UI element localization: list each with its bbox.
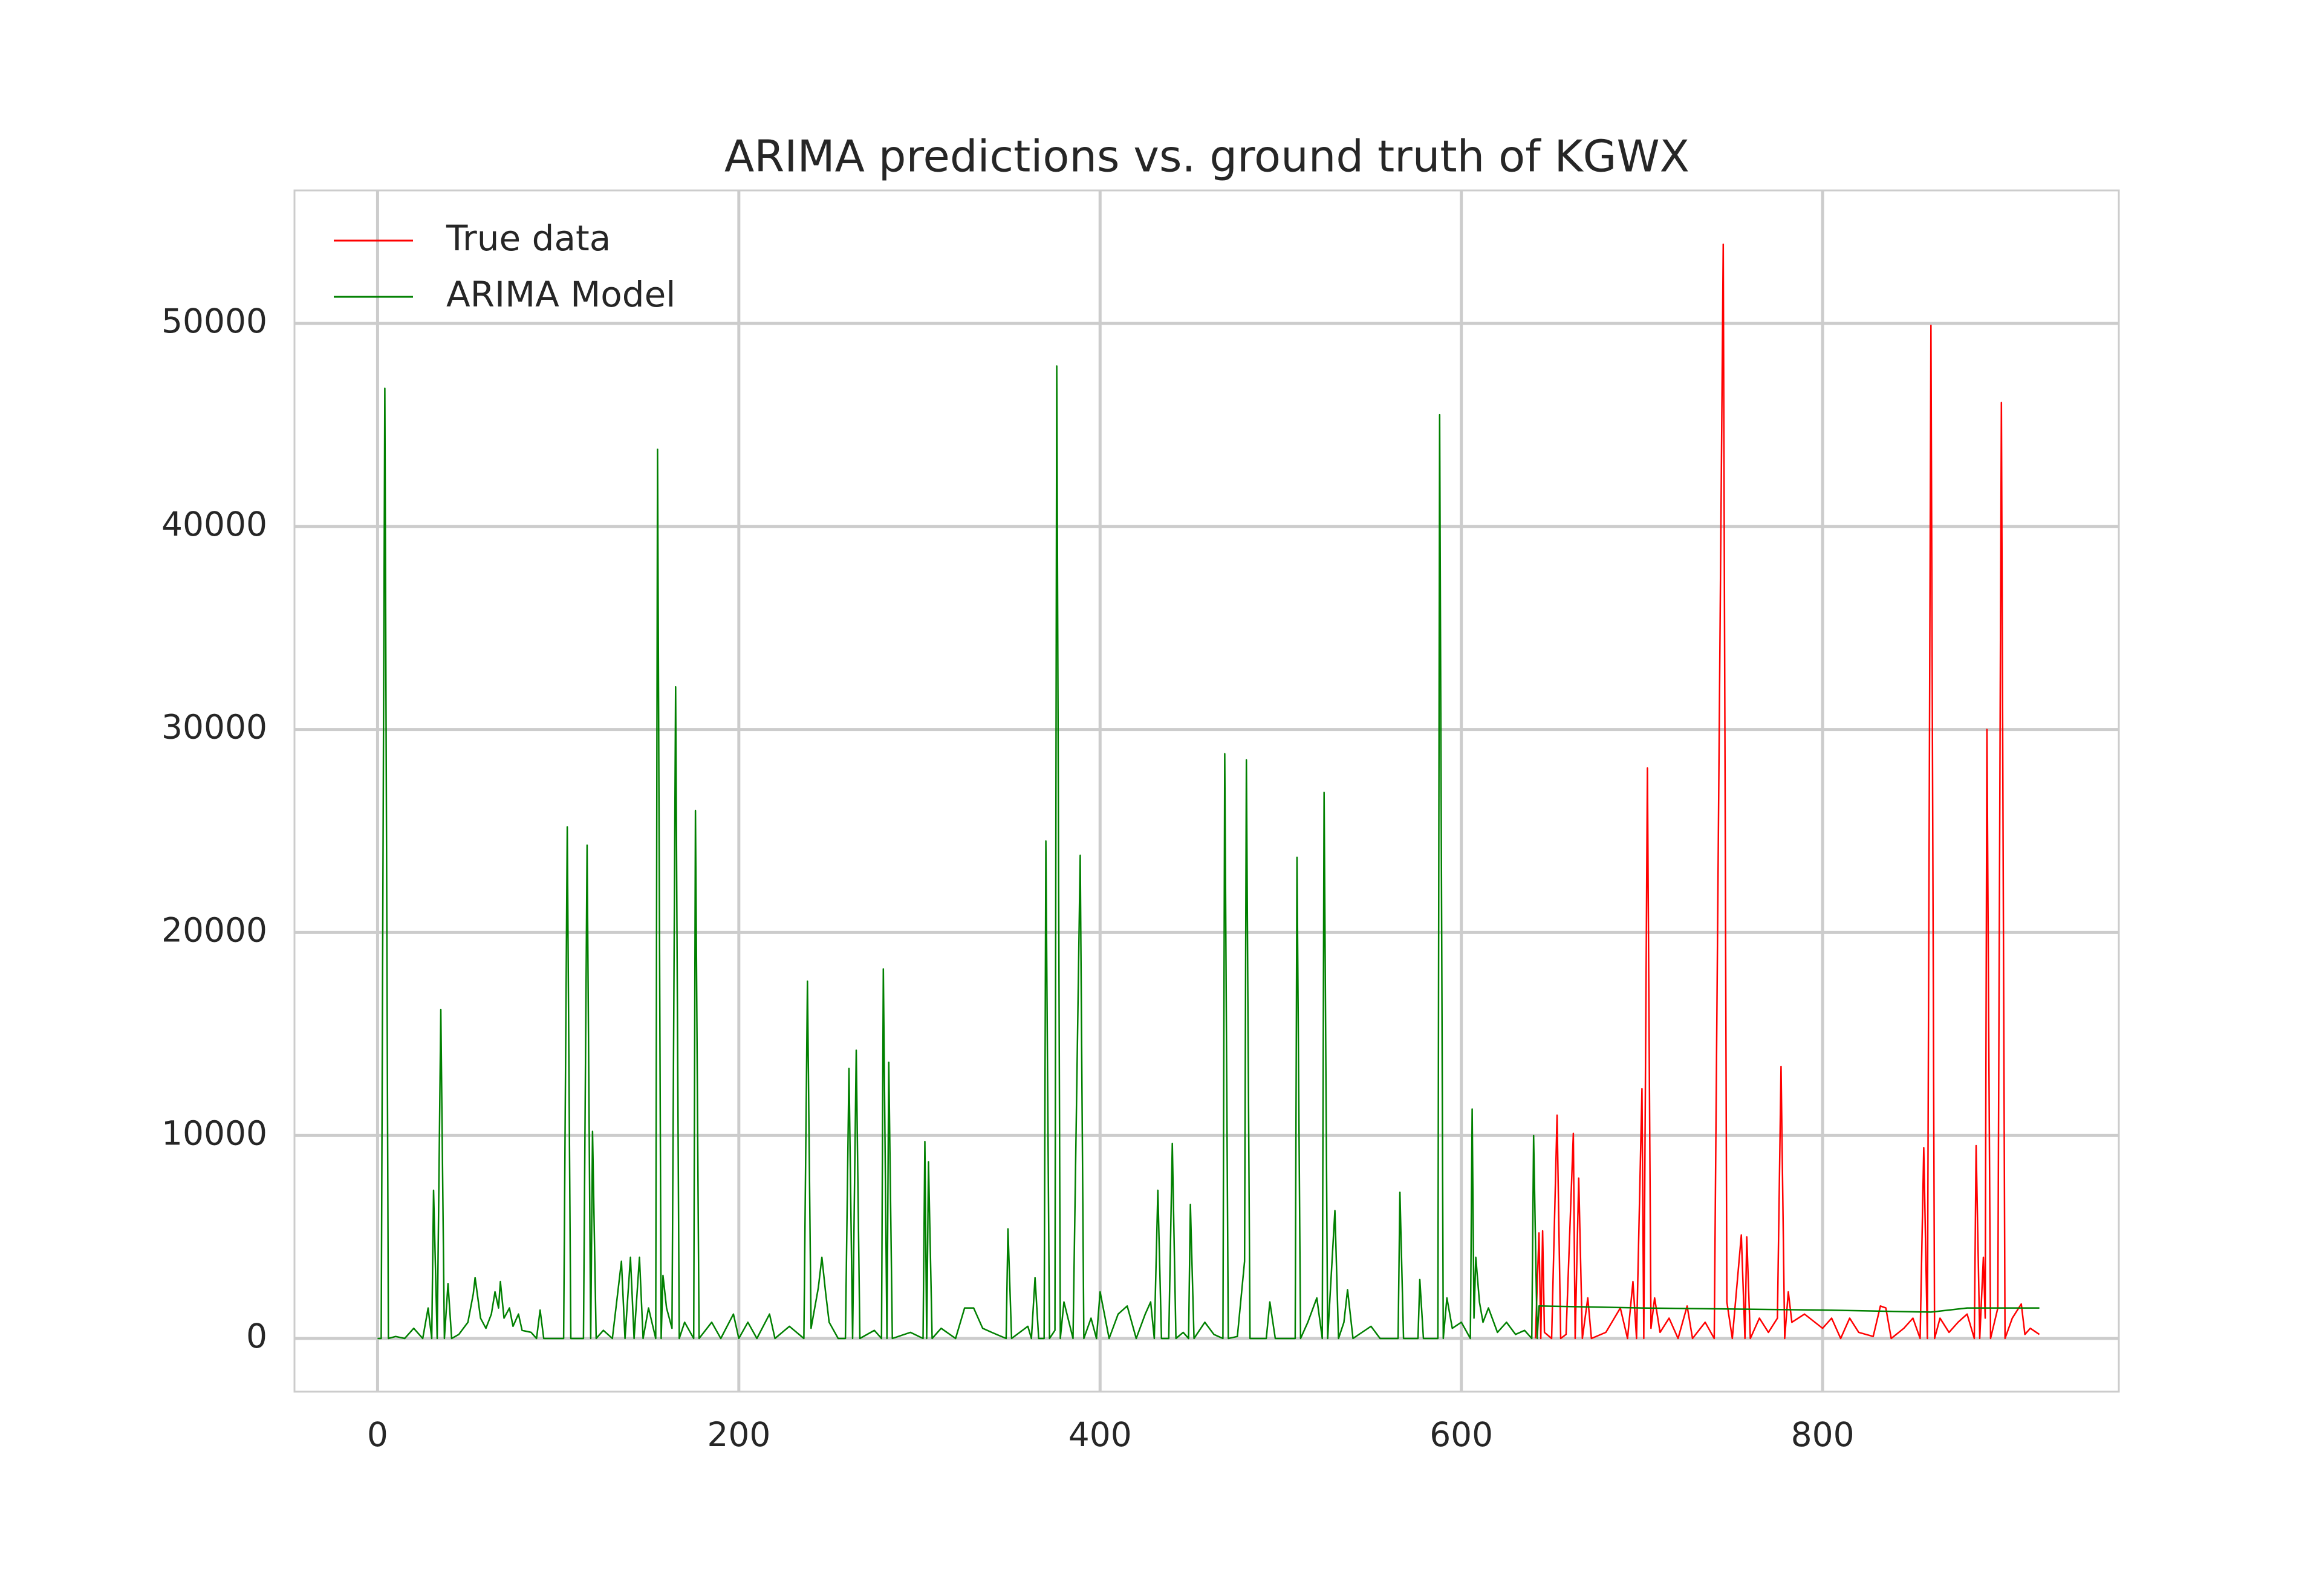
y-tick-label: 50000 xyxy=(161,302,267,340)
data-line xyxy=(1534,243,2040,1340)
y-tick-label: 40000 xyxy=(161,505,267,543)
y-tick-label: 20000 xyxy=(161,911,267,950)
x-tick-label: 400 xyxy=(1068,1415,1132,1454)
plot-frame xyxy=(293,189,2120,1393)
x-tick-label: 600 xyxy=(1429,1415,1493,1454)
x-tick-label: 200 xyxy=(707,1415,770,1454)
chart-title: ARIMA predictions vs. ground truth of KG… xyxy=(724,131,1689,182)
legend-label: True data xyxy=(446,218,611,259)
x-tick-label: 0 xyxy=(367,1415,388,1454)
legend-label: ARIMA Model xyxy=(446,274,675,315)
data-line xyxy=(377,365,2040,1340)
y-tick-label: 10000 xyxy=(161,1114,267,1152)
x-tick-label: 800 xyxy=(1791,1415,1855,1454)
y-tick-label: 30000 xyxy=(161,708,267,747)
y-tick-label: 0 xyxy=(246,1317,267,1355)
